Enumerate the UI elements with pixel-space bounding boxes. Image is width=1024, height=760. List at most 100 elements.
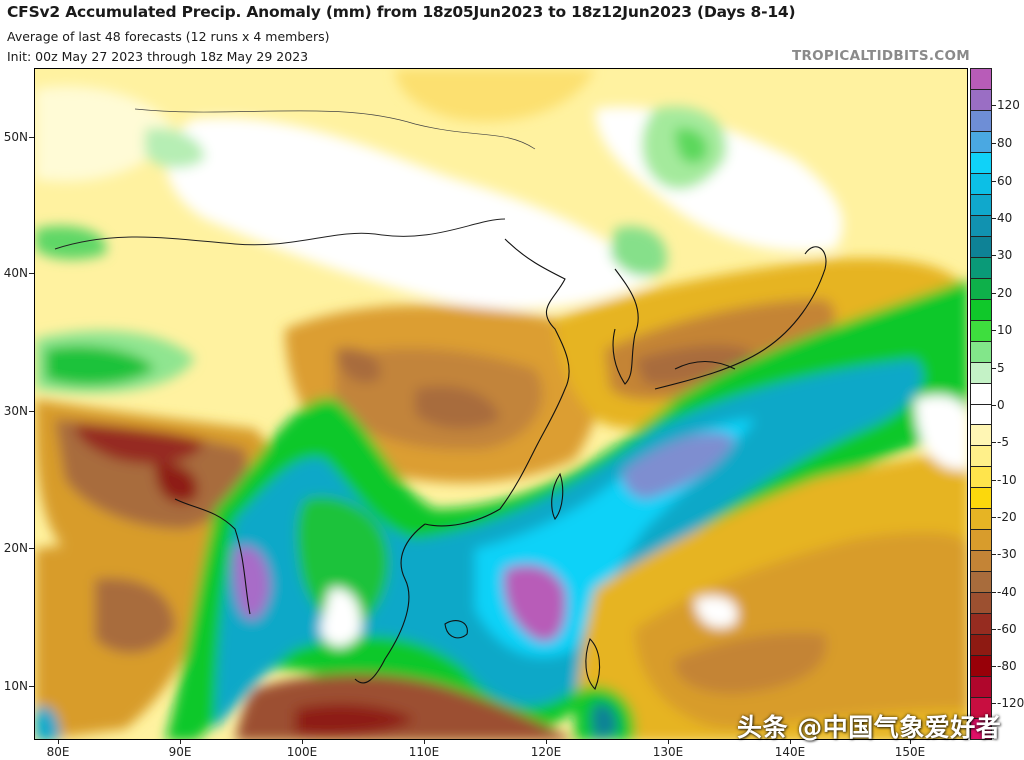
colorbar-band <box>971 89 991 111</box>
lat-label-50n: 50N <box>3 130 28 144</box>
colorbar-label: -80 <box>997 659 1017 673</box>
colorbar-band <box>971 320 991 342</box>
colorbar-band <box>971 173 991 195</box>
colorbar-label: 80 <box>997 136 1013 150</box>
lon-label-140e: 140E <box>774 745 806 759</box>
colorbar-band <box>971 110 991 132</box>
colorbar-tick <box>992 480 996 481</box>
lat-label-10n: 10N <box>3 679 28 693</box>
lon-label-130e: 130E <box>652 745 684 759</box>
colorbar-label: 120 <box>997 98 1020 112</box>
chart-title: CFSv2 Accumulated Precip. Anomaly (mm) f… <box>7 3 796 21</box>
chart-subtitle-ensemble: Average of last 48 forecasts (12 runs x … <box>7 29 330 44</box>
colorbar-band <box>971 257 991 279</box>
colorbar-tick <box>992 330 996 331</box>
colorbar-band <box>971 719 991 739</box>
colorbar-band <box>971 593 991 615</box>
lat-tick <box>29 548 34 549</box>
colorbar-tick <box>992 143 996 144</box>
colorbar-band <box>971 677 991 699</box>
colorbar-band <box>971 362 991 384</box>
precip-anomaly-map <box>34 68 968 740</box>
colorbar-tick <box>992 105 996 106</box>
colorbar-band <box>971 425 991 447</box>
colorbar-label: 60 <box>997 174 1013 188</box>
lon-label-150e: 150E <box>894 745 926 759</box>
lat-tick <box>29 137 34 138</box>
colorbar-band <box>971 446 991 468</box>
colorbar-tick <box>992 218 996 219</box>
lon-tick <box>546 740 547 744</box>
colorbar-label: 5 <box>997 361 1005 375</box>
lon-tick <box>668 740 669 744</box>
lon-tick <box>302 740 303 744</box>
colorbar-label: -10 <box>997 473 1017 487</box>
colorbar-band <box>971 278 991 300</box>
lon-tick <box>58 740 59 744</box>
colorbar-band <box>971 69 991 90</box>
colorbar-tick <box>992 368 996 369</box>
lon-tick <box>424 740 425 744</box>
brand-watermark: TROPICALTIDBITS.COM <box>791 48 970 64</box>
colorbar-tick <box>992 405 996 406</box>
lon-label-110e: 110E <box>408 745 440 759</box>
colorbar-band <box>971 131 991 153</box>
lon-label-80e: 80E <box>46 745 70 759</box>
lat-label-20n: 20N <box>3 541 28 555</box>
colorbar-label: -60 <box>997 622 1017 636</box>
chart-subtitle-init: Init: 00z May 27 2023 through 18z May 29… <box>7 49 309 64</box>
colorbar-band <box>971 194 991 216</box>
coastlines <box>54 108 827 690</box>
colorbar-tick <box>992 442 996 443</box>
colorbar-band <box>971 215 991 237</box>
colorbar-band <box>971 341 991 363</box>
lat-label-40n: 40N <box>3 266 28 280</box>
colorbar-label: -30 <box>997 547 1017 561</box>
lon-label-120e: 120E <box>530 745 562 759</box>
lat-tick <box>29 273 34 274</box>
colorbar-label: 40 <box>997 211 1013 225</box>
colorbar-band <box>971 152 991 174</box>
colorbar-tick <box>992 629 996 630</box>
colorbar-band <box>971 383 991 405</box>
colorbar-band <box>971 467 991 489</box>
lat-tick <box>29 686 34 687</box>
lon-label-100e: 100E <box>286 745 318 759</box>
colorbar-band <box>971 656 991 678</box>
lon-tick <box>910 740 911 744</box>
colorbar-band <box>971 572 991 594</box>
colorbar-tick <box>992 517 996 518</box>
colorbar-label: 30 <box>997 248 1013 262</box>
colorbar <box>970 68 992 740</box>
colorbar-tick <box>992 703 996 704</box>
lon-label-90e: 90E <box>168 745 192 759</box>
colorbar-tick <box>992 181 996 182</box>
colorbar-band <box>971 551 991 573</box>
lat-tick <box>29 411 34 412</box>
colorbar-band <box>971 530 991 552</box>
lon-tick <box>180 740 181 744</box>
colorbar-tick <box>992 554 996 555</box>
colorbar-tick <box>992 666 996 667</box>
lat-label-30n: 30N <box>3 404 28 418</box>
colorbar-band <box>971 404 991 426</box>
colorbar-tick <box>992 592 996 593</box>
colorbar-band <box>971 488 991 510</box>
colorbar-band <box>971 299 991 321</box>
map-field <box>35 69 967 739</box>
source-watermark: 头条 @中国气象爱好者 <box>737 713 1002 742</box>
colorbar-tick <box>992 255 996 256</box>
colorbar-band <box>971 236 991 258</box>
colorbar-band <box>971 509 991 531</box>
lon-tick <box>790 740 791 744</box>
colorbar-band <box>971 698 991 720</box>
colorbar-band <box>971 614 991 636</box>
colorbar-label: -20 <box>997 510 1017 524</box>
colorbar-label: -5 <box>997 435 1009 449</box>
colorbar-label: 0 <box>997 398 1005 412</box>
colorbar-label: 10 <box>997 323 1013 337</box>
colorbar-band <box>971 635 991 657</box>
colorbar-label: -120 <box>997 696 1024 710</box>
colorbar-label: -40 <box>997 585 1017 599</box>
colorbar-tick <box>992 293 996 294</box>
